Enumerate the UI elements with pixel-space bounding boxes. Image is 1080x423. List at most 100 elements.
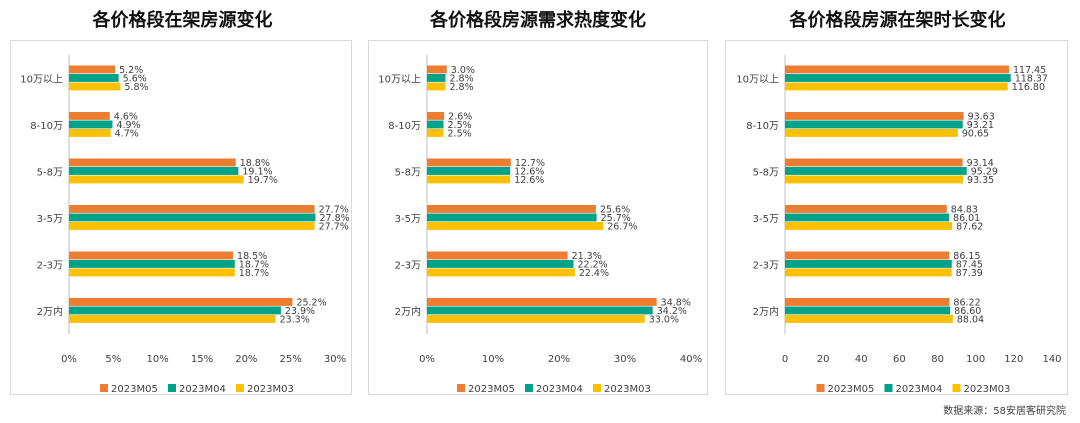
x-tick-label: 120 (1004, 354, 1023, 365)
bar (427, 315, 645, 323)
category-label: 5-8万 (395, 167, 421, 178)
bar (785, 167, 967, 175)
bar (69, 298, 293, 306)
data-label: 87.39 (956, 268, 983, 279)
data-label: 117.45 (1013, 65, 1046, 76)
chart-panel-2: 10万以上 3.0% 2.8% 2.8% 8-10万 2.6% 2.5% 2.5% 5-8万 12… (368, 40, 708, 395)
legend-swatch (952, 384, 961, 392)
data-label: 26.7% (607, 222, 637, 233)
legend-swatch (457, 384, 465, 392)
bar (427, 268, 575, 277)
bar (69, 315, 276, 323)
legend-swatch (525, 384, 533, 392)
legend-label: 2023M04 (536, 384, 583, 395)
legend-label: 2023M04 (179, 384, 226, 395)
data-label: 21.3% (572, 251, 602, 262)
chart-panel-3: 10万以上 117.45 118.37 116.80 8-10万 93.63 93.21 90… (725, 40, 1068, 395)
bar-chart-1: 10万以上 5.2%5.6%5.8% 8-10万 4.6%4.9%4.7% 5-8万 18… (20, 55, 350, 395)
legend-swatch (168, 384, 176, 392)
category-label: 2-3万 (37, 260, 63, 271)
data-label: 2.5% (448, 129, 472, 140)
bar (785, 306, 951, 315)
data-label: 5.6% (123, 74, 147, 85)
x-tick-label: 60 (893, 354, 906, 365)
data-label: 18.8% (240, 158, 270, 169)
bar (69, 306, 281, 315)
bar (69, 82, 121, 91)
data-label: 93.35 (967, 175, 994, 186)
x-tick-label: 15% (191, 354, 213, 365)
chart-title-2: 各价格段房源需求热度变化 (430, 10, 646, 31)
data-label: 3.0% (451, 65, 475, 76)
category-label: 2-3万 (395, 260, 421, 271)
bar (427, 129, 444, 137)
data-label: 86.01 (953, 213, 980, 224)
bar (427, 298, 657, 306)
x-tick-label: 0% (419, 354, 435, 365)
legend-label: 2023M04 (896, 384, 943, 395)
data-label: 19.1% (242, 167, 272, 178)
data-label: 27.7% (319, 222, 349, 233)
bar (427, 175, 511, 184)
bar (69, 129, 111, 137)
bar (785, 268, 952, 277)
data-label: 2.5% (448, 120, 472, 131)
data-label: 4.6% (114, 112, 138, 123)
data-label: 2.6% (448, 112, 472, 123)
x-tick-label: 30% (614, 354, 636, 365)
data-label: 25.2% (296, 298, 326, 309)
category-label: 2-3万 (753, 260, 779, 271)
data-label: 93.21 (967, 120, 994, 131)
category-label: 2万内 (37, 305, 63, 318)
data-label: 93.63 (968, 112, 995, 123)
category-label: 8-10万 (746, 121, 779, 132)
x-tick-label: 20% (548, 354, 570, 365)
data-label: 23.3% (280, 315, 310, 326)
bar (427, 120, 444, 129)
data-label: 5.8% (124, 82, 148, 93)
data-label: 87.45 (956, 260, 983, 271)
data-label: 34.2% (657, 306, 687, 317)
data-label: 86.22 (953, 298, 980, 309)
category-label: 8-10万 (388, 121, 421, 132)
data-label: 22.2% (578, 260, 608, 271)
category-label: 10万以上 (736, 73, 779, 85)
x-tick-label: 0% (61, 354, 77, 365)
bar (427, 74, 446, 82)
category-label: 10万以上 (20, 73, 63, 85)
legend-swatch (593, 384, 601, 392)
bar (427, 213, 597, 222)
data-label: 93.14 (967, 158, 994, 169)
bar (785, 120, 963, 129)
data-label: 2.8% (449, 74, 473, 85)
bar (427, 167, 511, 175)
data-label: 27.8% (319, 213, 349, 224)
bar (785, 222, 953, 230)
x-tick-label: 20 (817, 354, 830, 365)
data-label: 4.7% (115, 129, 139, 140)
data-label: 4.9% (116, 120, 140, 131)
bar (785, 251, 950, 260)
x-tick-label: 10% (147, 354, 169, 365)
bar (785, 74, 1011, 82)
legend-label: 2023M03 (964, 384, 1011, 395)
data-label: 25.7% (601, 213, 631, 224)
chart-title-3: 各价格段房源在架时长变化 (789, 10, 1006, 31)
bar (785, 205, 947, 213)
bar (785, 260, 952, 268)
legend-label: 2023M05 (468, 384, 515, 395)
data-label: 19.7% (248, 175, 278, 186)
category-label: 10万以上 (378, 73, 421, 85)
x-tick-label: 10% (482, 354, 504, 365)
bar (69, 222, 315, 230)
category-label: 5-8万 (37, 167, 63, 178)
bar (69, 260, 235, 268)
category-label: 8-10万 (30, 121, 63, 132)
data-label: 86.60 (954, 306, 981, 317)
data-label: 86.15 (953, 251, 980, 262)
data-label: 116.80 (1012, 82, 1045, 93)
data-label: 18.7% (239, 260, 269, 271)
x-tick-label: 5% (105, 354, 121, 365)
data-label: 25.6% (600, 205, 630, 216)
data-label: 118.37 (1015, 74, 1048, 85)
